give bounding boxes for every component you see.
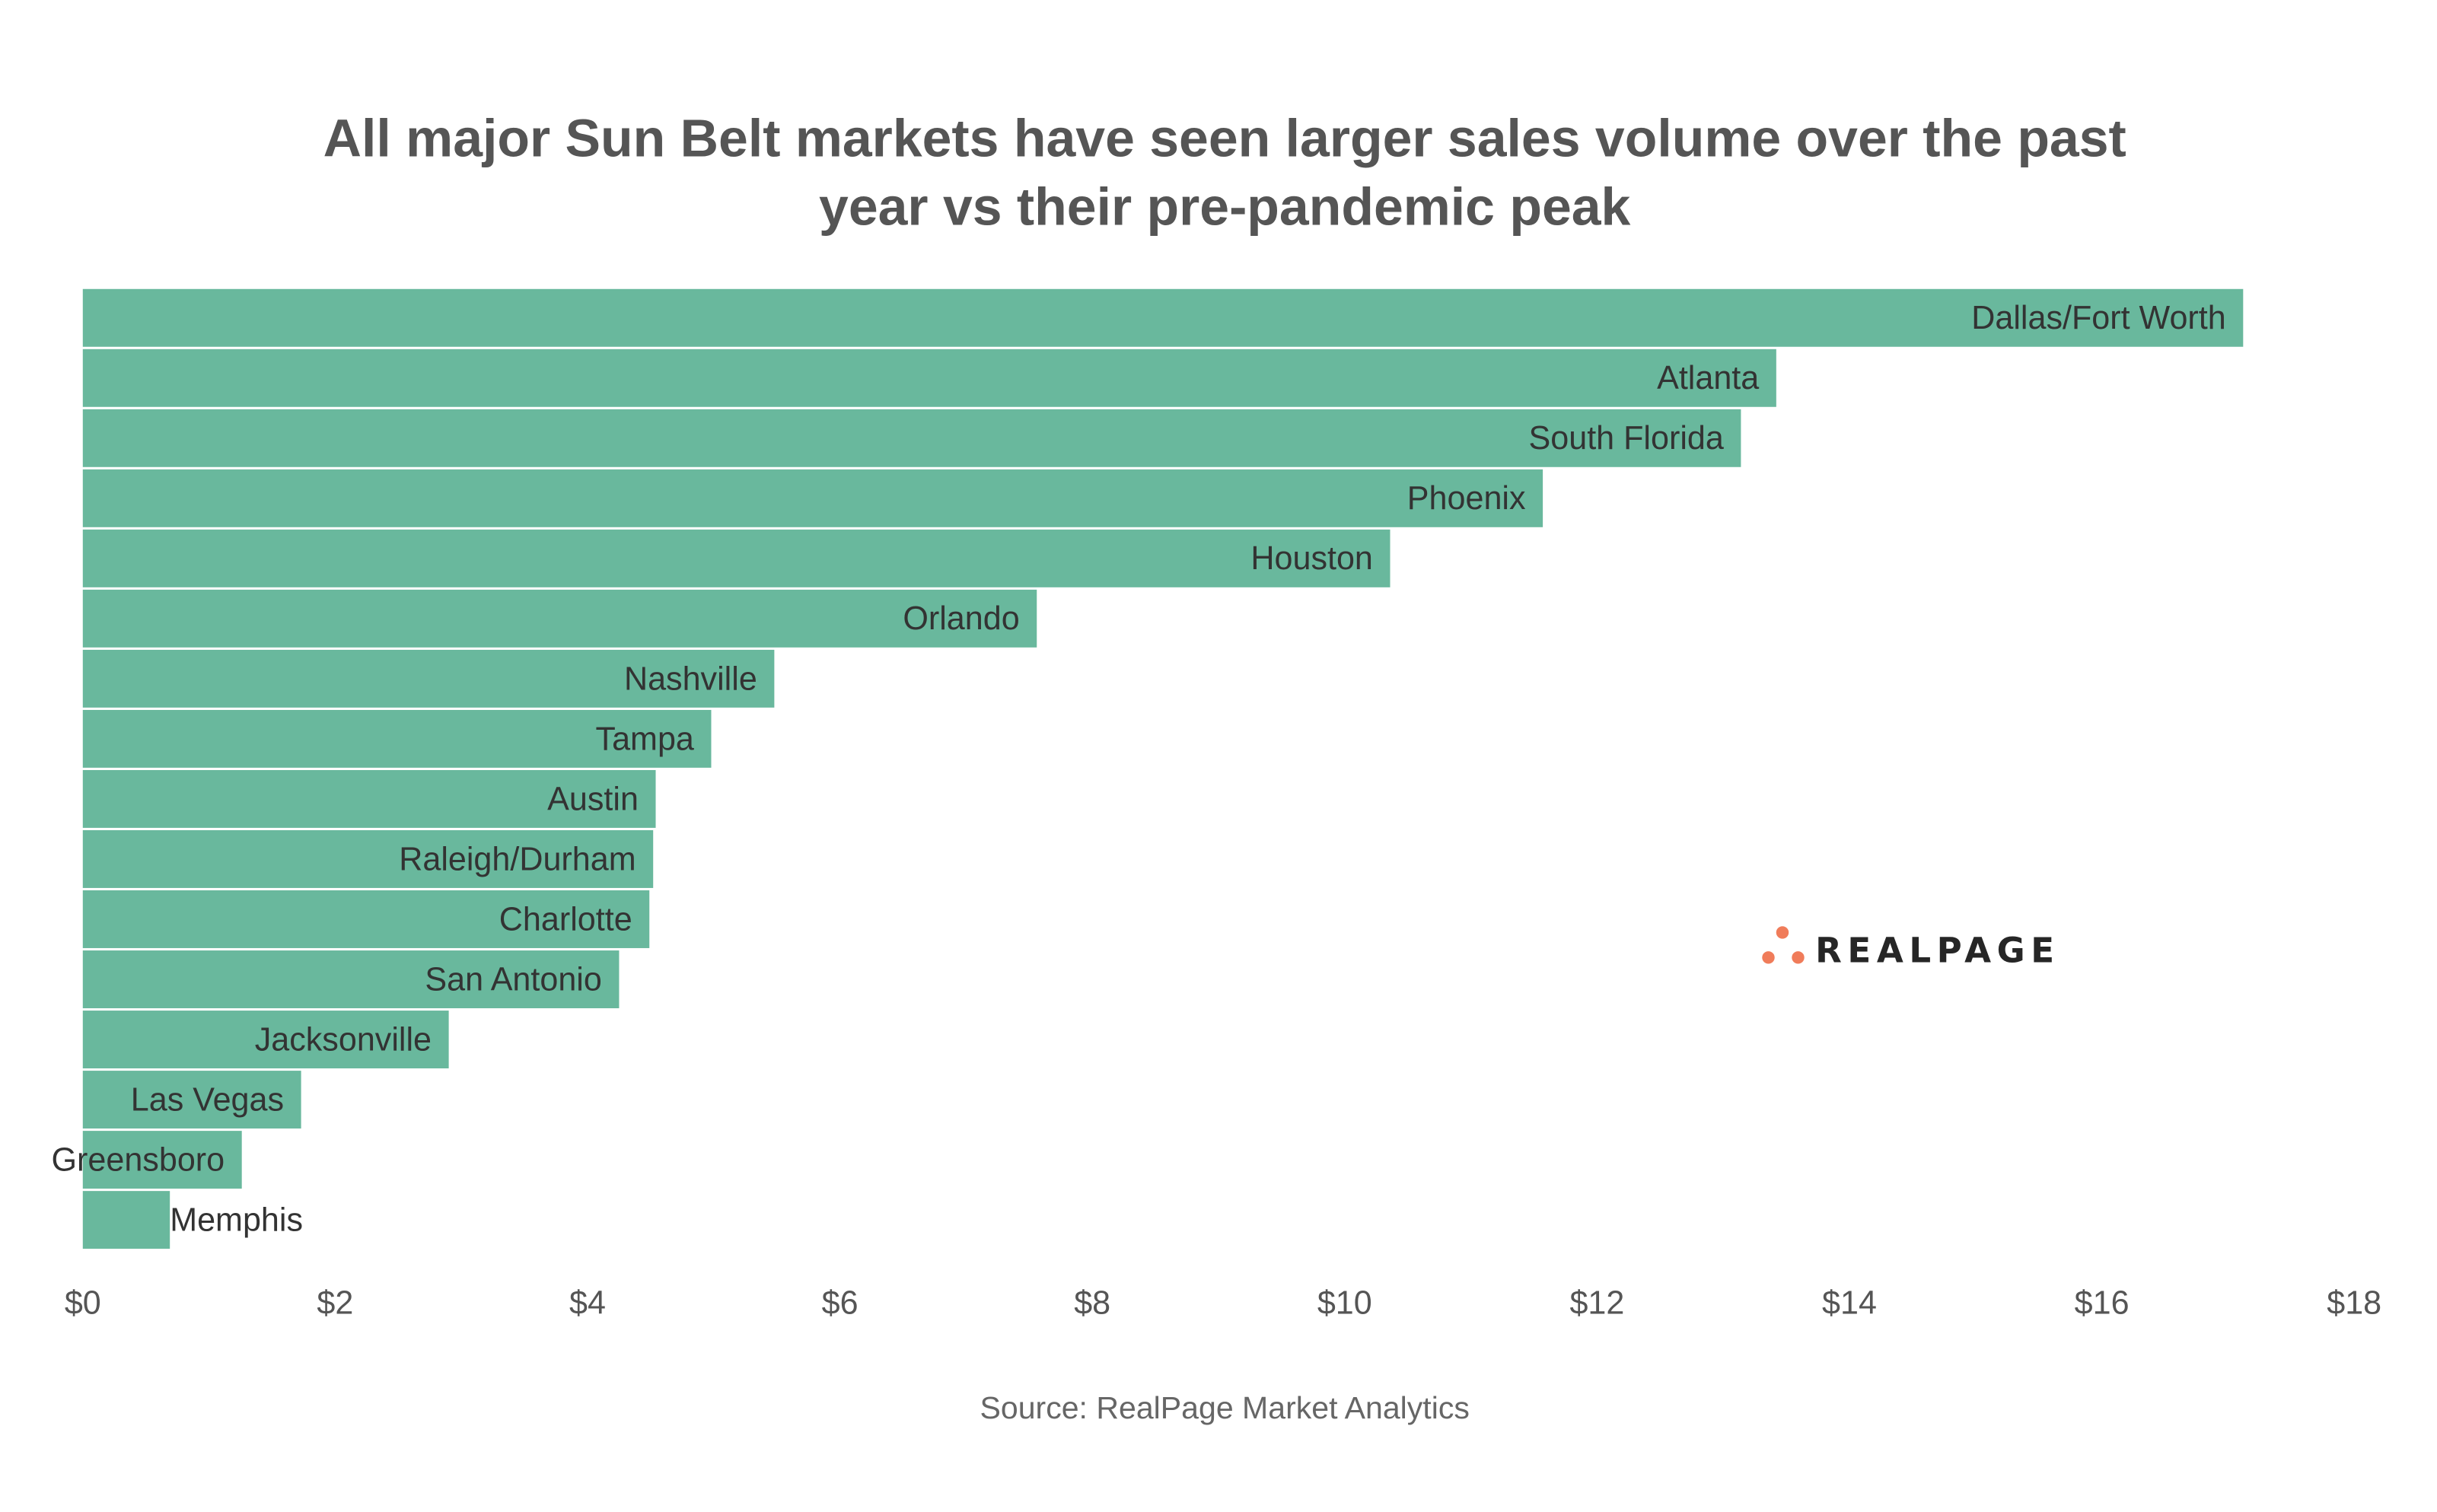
bars: Dallas/Fort Worth Atlanta South FloridaPho… [52, 288, 2244, 1249]
bar [82, 1011, 449, 1069]
x-tick-label: $8 [1074, 1284, 1110, 1321]
logo-dot [1776, 926, 1789, 939]
bar-label: Orlando [903, 600, 1019, 637]
x-tick-label: $2 [317, 1284, 353, 1321]
bar-label: Charlotte [499, 901, 632, 937]
x-tick-label: $16 [2075, 1284, 2130, 1321]
bar [82, 1191, 170, 1249]
bar [82, 469, 1543, 527]
bar-label: Dallas/Fort Worth [1971, 300, 2225, 336]
bar [82, 529, 1391, 587]
bar-label: Houston [1250, 540, 1373, 577]
bar [82, 409, 1741, 467]
bar-label: South Florida [1529, 420, 1724, 457]
bar-label: Austin [547, 781, 639, 817]
bar-label: San Antonio [425, 961, 601, 998]
x-tick-label: $12 [1569, 1284, 1624, 1321]
x-tick-label: $6 [822, 1284, 859, 1321]
chart-title-line-2: year vs their pre-pandemic peak [819, 177, 1631, 237]
logo-dot [1792, 951, 1805, 964]
bar-label: Memphis [170, 1202, 303, 1238]
bar-label: Tampa [596, 721, 694, 757]
bar-label: Las Vegas [131, 1081, 284, 1118]
bar [82, 649, 775, 708]
bar [82, 1131, 242, 1189]
bar [82, 769, 656, 828]
bar-label: Jacksonville [255, 1021, 432, 1058]
logo-text: REALPAGE [1815, 930, 2062, 970]
x-tick-label: $10 [1317, 1284, 1372, 1321]
x-tick-label: $18 [2327, 1284, 2381, 1321]
logo-dot [1762, 951, 1775, 964]
bar [82, 950, 620, 1008]
bar-label: Atlanta [1657, 360, 1759, 396]
bar-label: Greensboro [52, 1141, 225, 1178]
x-tick-label: $4 [569, 1284, 606, 1321]
bar-label: Nashville [624, 661, 757, 697]
bar [82, 1071, 301, 1129]
x-axis-ticks: $0 $2 $4 $6 $8 $10 $12 $14 $16 $18 [65, 1284, 2381, 1321]
source-note: Source: RealPage Market Analytics [980, 1390, 1470, 1425]
bar [82, 709, 712, 768]
bar [82, 349, 1776, 407]
bar [82, 288, 2244, 347]
bar [82, 829, 654, 888]
bar [82, 890, 650, 948]
bar-label: Phoenix [1407, 480, 1526, 517]
chart-title-line-1: All major Sun Belt markets have seen lar… [323, 108, 2126, 167]
realpage-logo: REALPAGE [1762, 926, 2062, 970]
bar [82, 589, 1037, 648]
x-tick-label: $0 [65, 1284, 101, 1321]
bar-label: Raleigh/Durham [399, 841, 636, 877]
x-tick-label: $14 [1822, 1284, 1877, 1321]
